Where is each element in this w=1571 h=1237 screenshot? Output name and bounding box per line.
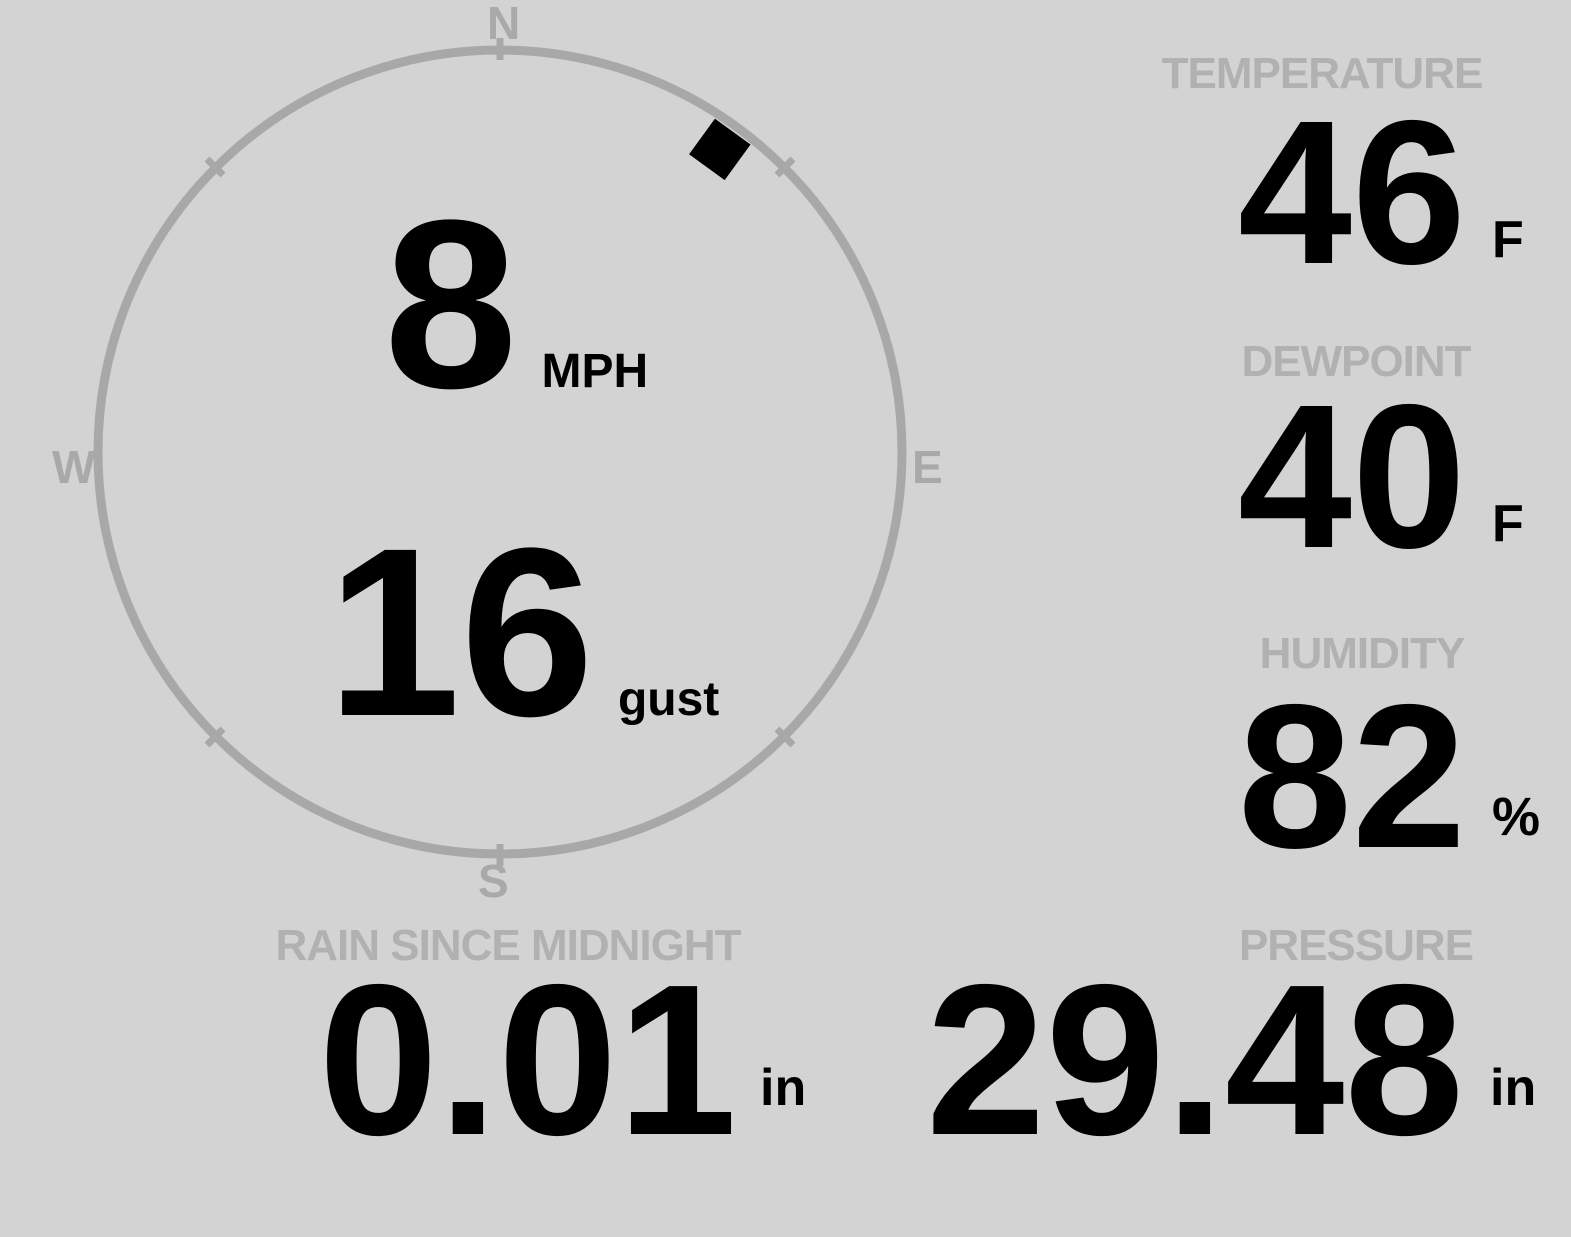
cardinal-label-north: N xyxy=(487,0,521,49)
humidity-label: HUMIDITY xyxy=(1259,629,1466,678)
wind-direction-marker xyxy=(689,118,751,181)
humidity-unit: % xyxy=(1492,787,1541,847)
rain-label: RAIN SINCE MIDNIGHT xyxy=(275,921,742,970)
wind-gust-value: 16 xyxy=(327,498,594,766)
pressure-value: 29.48 xyxy=(925,939,1464,1180)
pressure-label: PRESSURE xyxy=(1238,921,1474,970)
pressure-unit: in xyxy=(1490,1059,1537,1117)
wind-speed-value: 8 xyxy=(384,170,518,438)
compass-tick-southwest xyxy=(204,726,226,748)
compass-tick-northwest xyxy=(204,156,226,178)
rain-value: 0.01 xyxy=(318,939,737,1180)
compass-tick-southeast xyxy=(774,726,796,748)
temperature-value: 46 xyxy=(1237,78,1466,307)
wind-speed: 8 MPH xyxy=(384,184,648,424)
cardinal-label-west: W xyxy=(52,441,96,493)
wind-speed-unit: MPH xyxy=(541,345,649,398)
dewpoint-value: 40 xyxy=(1237,362,1466,591)
rain-unit: in xyxy=(760,1059,807,1117)
temperature-unit: F xyxy=(1492,211,1524,269)
compass-ticks xyxy=(204,38,796,866)
wind-gust: 16 gust xyxy=(327,512,719,752)
cardinal-label-south: S xyxy=(478,855,509,907)
humidity-value: 82 xyxy=(1237,662,1466,891)
cardinal-label-east: E xyxy=(912,441,943,493)
compass-tick-northeast xyxy=(774,156,796,178)
temperature-label: TEMPERATURE xyxy=(1161,49,1484,98)
dewpoint-unit: F xyxy=(1492,495,1524,553)
dewpoint-label: DEWPOINT xyxy=(1241,337,1471,386)
wind-gust-unit: gust xyxy=(617,673,720,726)
